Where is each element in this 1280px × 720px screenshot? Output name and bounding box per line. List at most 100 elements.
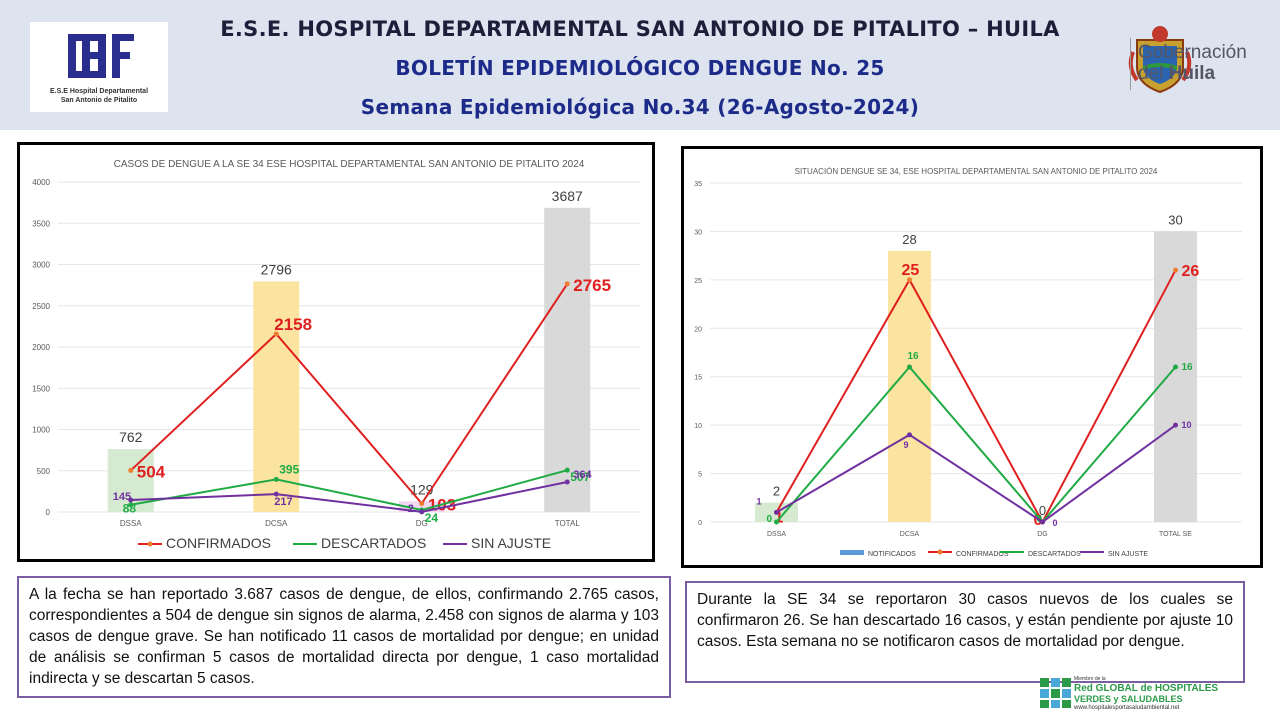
data-label-sin-ajuste: 10	[1182, 420, 1192, 430]
data-label-descartados: 24	[425, 511, 439, 525]
legend-label-descartados: DESCARTADOS	[1028, 551, 1081, 558]
legend-label-notificados: NOTIFICADOS	[868, 551, 916, 558]
bar-total-se	[1154, 231, 1197, 522]
point-sin-ajuste	[1173, 422, 1178, 428]
y-tick-label: 30	[694, 229, 702, 236]
y-tick-label: 5	[698, 472, 702, 479]
bar-value-label: 2796	[261, 261, 292, 277]
y-tick-label: 2000	[32, 343, 50, 352]
y-tick-label: 25	[694, 278, 702, 285]
y-tick-label: 1500	[32, 384, 50, 393]
y-tick-label: 3500	[32, 219, 50, 228]
y-tick-label: 2500	[32, 302, 50, 311]
point-sin-ajuste	[907, 432, 912, 438]
data-label-sin-ajuste: 9	[904, 440, 909, 450]
week-subtitle: Semana Epidemiológica No.34 (26-Agosto-2…	[360, 95, 920, 119]
point-confirmados	[273, 331, 279, 337]
data-label-descartados: 16	[908, 351, 920, 362]
data-label-sin-ajuste: 0	[1053, 518, 1058, 528]
point-confirmados	[1173, 267, 1178, 273]
line-sin-ajuste	[775, 424, 1177, 524]
data-label-sin-ajuste: 364	[573, 469, 592, 481]
footer-line-2: Red GLOBAL de HOSPITALES	[1074, 683, 1219, 694]
bar-value-label: 3687	[552, 188, 583, 204]
x-tick-label: DCSA	[265, 519, 288, 528]
data-label-descartados: 88	[123, 502, 137, 516]
gobernacion-line-2: del Huila	[1138, 63, 1247, 84]
chart-cumulative-box: CASOS DE DENGUE A LA SE 34 ESE HOSPITAL …	[17, 142, 655, 562]
hospital-logo-icon	[68, 34, 134, 78]
summary-text-right: Durante la SE 34 se reportaron 30 casos …	[685, 581, 1245, 683]
logo-separator	[1130, 38, 1131, 90]
point-sin-ajuste	[128, 497, 134, 503]
gobernacion-huila: Huila	[1168, 63, 1216, 84]
hospital-logo-label-1: E.S.E Hospital Departamental	[49, 88, 149, 95]
legend-marker	[937, 549, 943, 555]
y-tick-label: 20	[694, 326, 702, 333]
point-confirmados	[419, 501, 425, 507]
bar-value-label: 2	[773, 484, 780, 499]
point-sin-ajuste	[419, 509, 425, 515]
data-label-confirmados: 26	[1182, 263, 1200, 280]
chart-weekly-box: SITUACIÓN DENGUE SE 34, ESE HOSPITAL DEP…	[681, 146, 1263, 568]
y-tick-label: 4000	[32, 178, 50, 187]
page-title: E.S.E. HOSPITAL DEPARTAMENTAL SAN ANTONI…	[220, 17, 1060, 41]
data-label-sin-ajuste: 217	[274, 496, 292, 508]
hospital-logo-label-2: San Antonio de Pitalito	[60, 97, 138, 104]
line-descartados	[775, 365, 1177, 524]
x-tick-label: DSSA	[120, 519, 142, 528]
chart-title: SITUACIÓN DENGUE SE 34, ESE HOSPITAL DEP…	[795, 167, 1158, 176]
footer-logo: Miembro de la Red GLOBAL de HOSPITALES V…	[1040, 675, 1250, 715]
y-tick-label: 15	[694, 375, 702, 382]
data-label-confirmados: 25	[902, 262, 920, 279]
data-label-sin-ajuste: 2	[408, 503, 414, 515]
gobernacion-del: del	[1138, 63, 1169, 84]
footer-line-3: VERDES y SALUDABLES	[1074, 694, 1183, 704]
data-label-confirmados: 504	[137, 462, 166, 481]
bar-value-label: 0	[1039, 503, 1046, 518]
x-tick-label: TOTAL	[555, 519, 581, 528]
point-sin-ajuste	[273, 491, 279, 497]
chart-weekly: SITUACIÓN DENGUE SE 34, ESE HOSPITAL DEP…	[694, 167, 1242, 558]
bar-dcsa	[253, 281, 300, 512]
y-tick-label: 10	[694, 423, 702, 430]
gobernacion-logo-text: Gobernación del Huila	[1138, 42, 1247, 84]
summary-text-left: A la fecha se han reportado 3.687 casos …	[17, 576, 671, 698]
y-tick-label: 0	[698, 520, 702, 527]
y-tick-label: 3000	[32, 261, 50, 270]
bar-dg	[398, 501, 445, 512]
chart-title: CASOS DE DENGUE A LA SE 34 ESE HOSPITAL …	[114, 159, 585, 170]
line-descartados	[130, 469, 568, 512]
x-tick-label: DCSA	[900, 531, 920, 538]
bulletin-title: BOLETÍN EPIDEMIOLÓGICO DENGUE No. 25	[395, 56, 885, 80]
data-label-sin-ajuste: 145	[113, 491, 131, 503]
network-logo-icon	[1040, 678, 1071, 708]
legend-marker	[147, 541, 153, 547]
x-tick-label: TOTAL SE	[1159, 531, 1192, 538]
data-label-sin-ajuste: 1	[757, 496, 762, 506]
footer-line-4: www.hospitalesportasaludambiental.net	[1074, 705, 1180, 711]
y-tick-label: 1000	[32, 426, 50, 435]
data-label-confirmados: 2158	[274, 315, 312, 334]
y-tick-label: 35	[694, 181, 702, 188]
coat-of-arms-icon	[1128, 26, 1192, 94]
data-label-descartados: 507	[570, 470, 590, 484]
data-label-descartados: 16	[1182, 362, 1194, 373]
line-confirmados	[775, 269, 1177, 525]
y-tick-label: 0	[46, 508, 51, 517]
gobernacion-line-1: Gobernación	[1138, 42, 1247, 63]
point-confirmados	[128, 467, 134, 473]
footer-line-1: Miembro de la	[1074, 676, 1106, 682]
point-sin-ajuste	[1040, 519, 1045, 525]
legend-label-sin-ajuste: SIN AJUSTE	[471, 535, 551, 551]
x-tick-label: DG	[416, 519, 428, 528]
point-confirmados	[907, 277, 912, 283]
point-descartados	[907, 364, 912, 370]
bar-value-label: 30	[1168, 212, 1182, 227]
chart-cumulative: CASOS DE DENGUE A LA SE 34 ESE HOSPITAL …	[32, 159, 640, 551]
data-label-confirmados: 0	[1034, 512, 1043, 529]
legend-label-confirmados: CONFIRMADOS	[956, 551, 1009, 558]
x-tick-label: DG	[1037, 531, 1048, 538]
bar-dcsa	[888, 250, 931, 523]
legend-label-confirmados: CONFIRMADOS	[166, 535, 271, 551]
